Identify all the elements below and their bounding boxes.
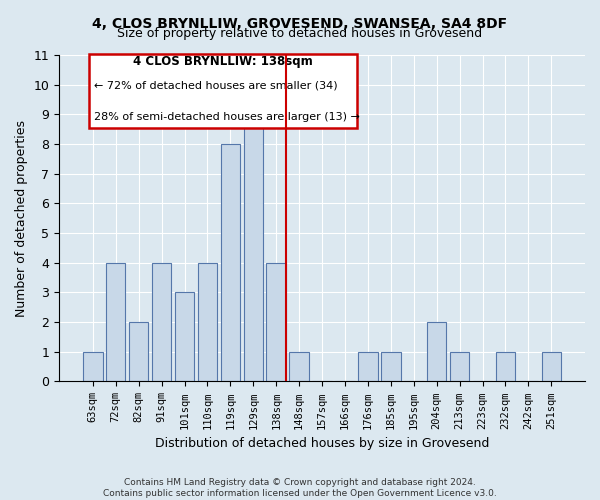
Text: ← 72% of detached houses are smaller (34): ← 72% of detached houses are smaller (34… [94, 80, 338, 90]
Bar [427, 322, 446, 382]
Bar [106, 262, 125, 382]
Bar [175, 292, 194, 382]
Text: 28% of semi-detached houses are larger (13) →: 28% of semi-detached houses are larger (… [94, 112, 361, 122]
Text: 4 CLOS BRYNLLIW: 138sqm: 4 CLOS BRYNLLIW: 138sqm [133, 55, 313, 68]
Bar [83, 352, 103, 382]
X-axis label: Distribution of detached houses by size in Grovesend: Distribution of detached houses by size … [155, 437, 489, 450]
Bar [496, 352, 515, 382]
Bar [450, 352, 469, 382]
Bar [221, 144, 240, 382]
FancyBboxPatch shape [89, 54, 357, 128]
Text: 4, CLOS BRYNLLIW, GROVESEND, SWANSEA, SA4 8DF: 4, CLOS BRYNLLIW, GROVESEND, SWANSEA, SA… [92, 18, 508, 32]
Bar [152, 262, 172, 382]
Text: Size of property relative to detached houses in Grovesend: Size of property relative to detached ho… [118, 28, 482, 40]
Bar [129, 322, 148, 382]
Bar [289, 352, 309, 382]
Bar [197, 262, 217, 382]
Text: Contains HM Land Registry data © Crown copyright and database right 2024.
Contai: Contains HM Land Registry data © Crown c… [103, 478, 497, 498]
Bar [244, 114, 263, 382]
Bar [358, 352, 377, 382]
Bar [381, 352, 401, 382]
Bar [266, 262, 286, 382]
Bar [542, 352, 561, 382]
Y-axis label: Number of detached properties: Number of detached properties [15, 120, 28, 316]
